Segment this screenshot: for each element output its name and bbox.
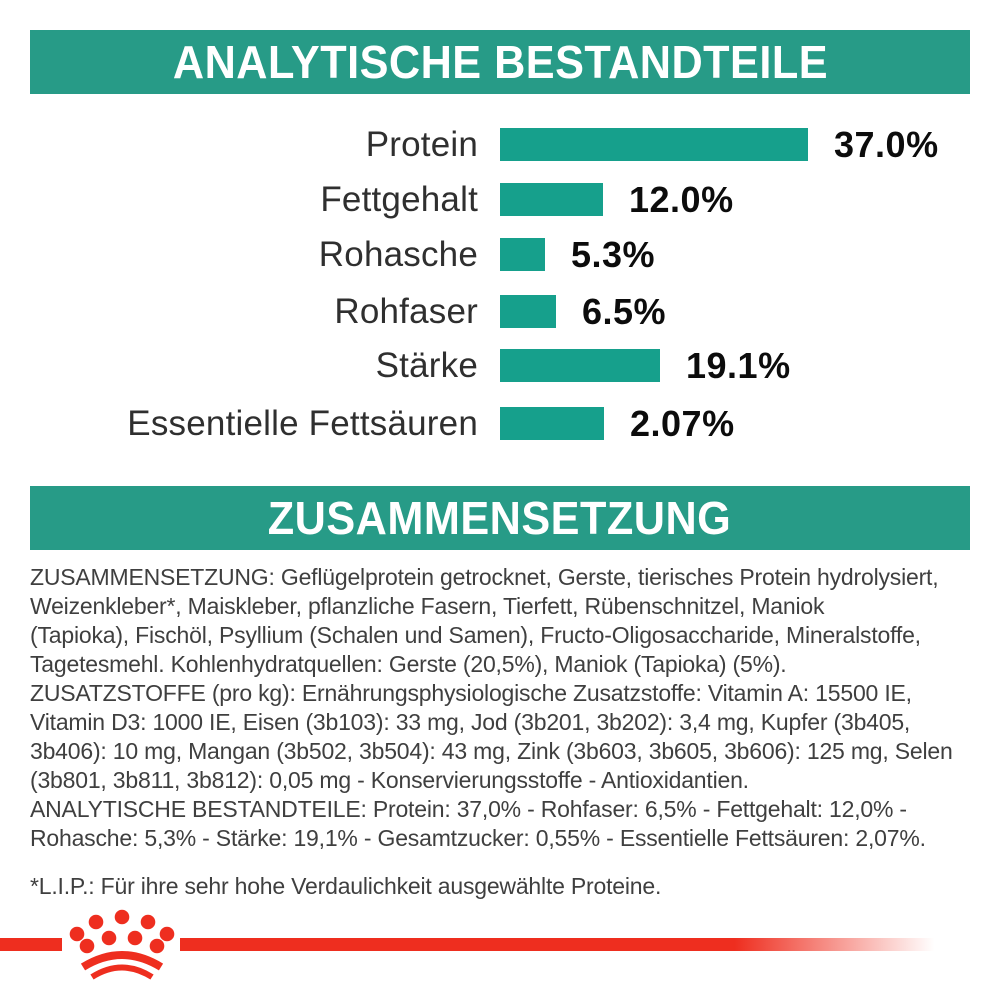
brand-rule-right-segment (180, 938, 950, 951)
chart-category-label: Rohasche (318, 234, 478, 274)
chart-bar (500, 349, 660, 382)
chart-bar (500, 295, 556, 328)
body-text-line-additives: Vitamin D3: 1000 IE, Eisen (3b103): 33 m… (30, 709, 911, 735)
analytical-section-banner: ANALYTISCHE BESTANDTEILE (30, 30, 970, 94)
body-text-line-composition: ZUSAMMENSETZUNG: Geflügelprotein getrock… (30, 564, 939, 590)
chart-category-label: Stärke (375, 345, 478, 385)
body-text-line-additives: (3b801, 3b811, 3b812): 0,05 mg - Konserv… (30, 767, 749, 793)
chart-row: Rohfaser 6.5% (0, 284, 1000, 339)
composition-section-title: ZUSAMMENSETZUNG (268, 492, 732, 544)
chart-value-label: 19.1% (686, 344, 791, 386)
body-text-line-composition: Tagetesmehl. Kohlenhydratquellen: Gerste… (30, 651, 787, 677)
chart-row: Essentielle Fettsäuren 2.07% (0, 396, 1000, 451)
chart-value-label: 12.0% (629, 178, 734, 220)
royal-canin-crown-icon (69, 909, 175, 980)
chart-value-label: 2.07% (630, 402, 735, 444)
body-text-line-additives: ZUSATZSTOFFE (pro kg): Ernährungsphysiol… (30, 680, 912, 706)
chart-value-label: 37.0% (834, 123, 939, 165)
analytical-bar-chart: Protein 37.0% Fettgehalt 12.0% Rohasche 5.3% R… (0, 0, 1000, 470)
chart-category-label: Fettgehalt (320, 179, 478, 219)
chart-row: Protein 37.0% (0, 117, 1000, 172)
body-text-line-analytical-summary: Rohasche: 5,3% - Stärke: 19,1% - Gesamtz… (30, 825, 926, 851)
chart-value-label: 5.3% (571, 233, 656, 275)
chart-category-label: Essentielle Fettsäuren (127, 403, 478, 443)
body-text: ZUSAMMENSETZUNG: Geflügelprotein getrock… (30, 563, 980, 853)
body-text-line-composition: Weizenkleber*, Maiskleber, pflanzliche F… (30, 593, 825, 619)
chart-category-label: Rohfaser (334, 291, 478, 331)
chart-row: Fettgehalt 12.0% (0, 172, 1000, 227)
body-text-line-analytical-summary: ANALYTISCHE BESTANDTEILE: Protein: 37,0%… (30, 796, 907, 822)
brand-rule-left-segment (0, 938, 62, 951)
body-text-line-composition: (Tapioka), Fischöl, Psyllium (Schalen un… (30, 622, 921, 648)
body-text-line-additives: 3b406): 10 mg, Mangan (3b502, 3b504): 43… (30, 738, 953, 764)
chart-category-label: Protein (365, 124, 478, 164)
chart-row: Rohasche 5.3% (0, 227, 1000, 282)
analytical-section-title: ANALYTISCHE BESTANDTEILE (172, 36, 828, 88)
chart-row: Stärke 19.1% (0, 338, 1000, 393)
chart-bar (500, 407, 604, 440)
footnote: *L.I.P.: Für ihre sehr hohe Verdaulichke… (30, 873, 662, 899)
chart-bar (500, 238, 545, 271)
chart-value-label: 6.5% (582, 290, 667, 332)
chart-bar (500, 128, 808, 161)
composition-section-banner: ZUSAMMENSETZUNG (30, 486, 970, 550)
chart-bar (500, 183, 603, 216)
